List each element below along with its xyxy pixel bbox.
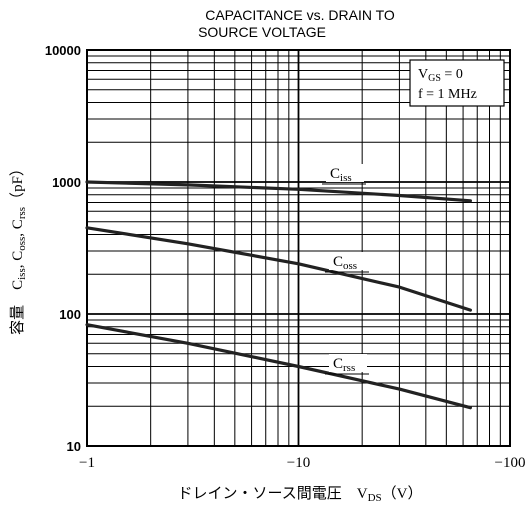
series-line-c-iss [85, 180, 472, 203]
y-tick-labels: 10 100 1000 10000 [45, 43, 81, 454]
y-tick-label: 100 [59, 307, 81, 322]
plot-frame [86, 49, 511, 447]
conditions-box [409, 59, 505, 107]
x-axis-label: ドレイン・ソース間電圧 VDS​（V） [178, 485, 423, 504]
x-tick-label: −100 [495, 455, 526, 471]
x-tick-labels: −1 −10 −100 [79, 455, 525, 471]
series-lines [85, 180, 472, 410]
chart-title-line-1: CAPACITANCE vs. DRAIN TO [205, 7, 395, 23]
y-tick-label: 10000 [45, 43, 81, 58]
series-line-c-rss [85, 323, 472, 410]
grid [87, 50, 510, 446]
chart-title-line-2: SOURCE VOLTAGE [198, 24, 326, 40]
condition-vgs: VGS​ = 0 [418, 67, 463, 84]
series-label-c-iss: Ciss​ [330, 166, 352, 184]
x-tick-label: −1 [79, 455, 95, 471]
y-tick-label: 10 [67, 439, 81, 454]
condition-frequency: f = 1 MHz [418, 87, 477, 102]
series-line-c-oss [85, 226, 472, 312]
series-label-c-rss: Crss​ [333, 356, 355, 374]
series-label-bg [326, 164, 364, 182]
series-label-bg [329, 354, 367, 372]
series-label-c-oss: Coss​ [333, 254, 357, 272]
y-tick-label: 1000 [52, 175, 81, 190]
series-labels: Ciss​ Coss​ Crss​ [322, 164, 369, 375]
series-label-bg [329, 252, 367, 270]
y-axis-label: 容量 Ciss​, Coss​, Crss​（pF） [9, 161, 28, 335]
x-tick-label: −10 [287, 455, 310, 471]
